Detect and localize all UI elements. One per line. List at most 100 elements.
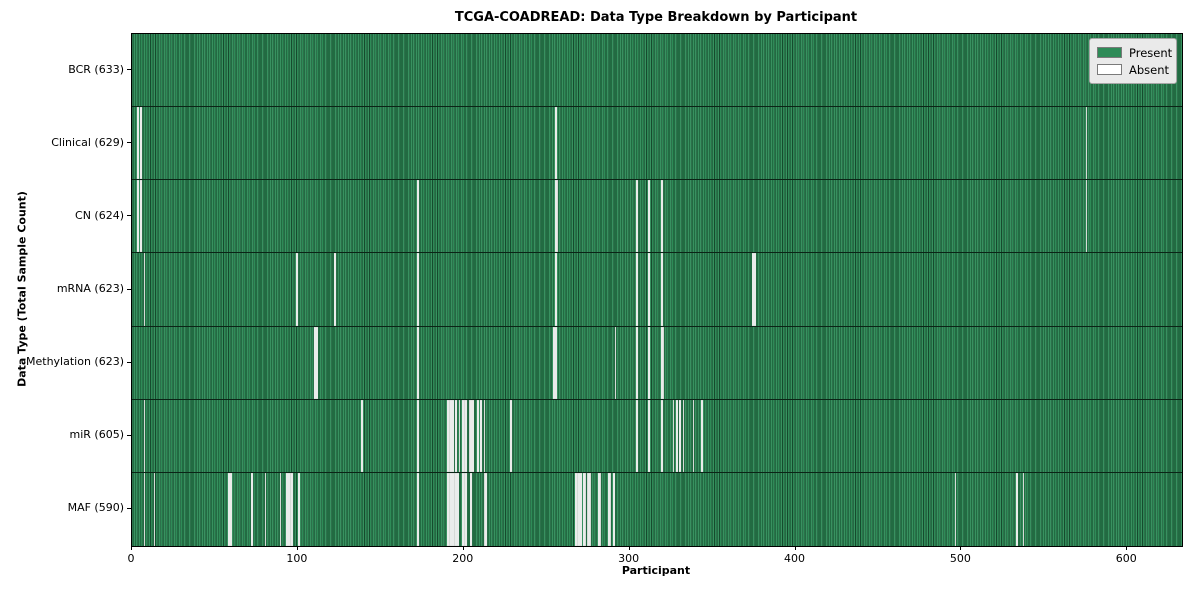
absent-mark xyxy=(578,472,580,546)
absent-mark xyxy=(579,472,582,546)
absent-mark xyxy=(136,180,139,253)
y-tick-mark xyxy=(127,288,131,290)
x-tick-mark xyxy=(131,546,132,550)
absent-mark xyxy=(279,472,282,546)
absent-mark xyxy=(457,472,459,546)
data-row-clinical xyxy=(132,107,1182,181)
absent-mark xyxy=(448,472,451,546)
absent-mark xyxy=(463,399,466,472)
absent-mark xyxy=(297,472,300,546)
absent-mark xyxy=(143,399,146,472)
x-tick-mark xyxy=(960,546,962,550)
absent-mark xyxy=(462,399,464,472)
absent-mark xyxy=(136,107,139,180)
absent-mark xyxy=(334,253,337,326)
absent-mark xyxy=(143,253,146,326)
data-row-bcr xyxy=(132,34,1182,108)
x-tick-label: 0 xyxy=(127,552,135,565)
absent-mark xyxy=(455,472,458,546)
absent-mark xyxy=(463,472,466,546)
absent-mark xyxy=(417,326,419,399)
x-tick-label: 300 xyxy=(618,552,640,565)
absent-mark xyxy=(417,472,419,546)
absent-mark xyxy=(647,399,650,472)
absent-mark xyxy=(228,472,230,546)
absent-mark xyxy=(289,472,292,546)
absent-mark xyxy=(598,472,600,546)
x-tick-mark xyxy=(794,546,796,550)
absent-mark xyxy=(468,399,471,472)
absent-mark xyxy=(483,472,486,546)
x-tick-mark xyxy=(296,546,298,550)
absent-swatch-icon xyxy=(1097,64,1122,75)
legend-label-absent: Absent xyxy=(1129,62,1170,77)
absent-mark xyxy=(140,180,142,253)
x-tick-label: 600 xyxy=(1115,552,1137,565)
absent-mark xyxy=(636,399,638,472)
y-tick-label-clinical: Clinical (629) xyxy=(51,135,124,149)
y-tick-label-mir: miR (605) xyxy=(69,428,125,442)
absent-mark xyxy=(661,326,663,399)
y-tick-mark xyxy=(127,507,131,509)
absent-mark xyxy=(554,180,557,253)
y-tick-mark xyxy=(127,69,131,71)
y-tick-label-mrna: mRNA (623) xyxy=(56,282,124,295)
absent-mark xyxy=(448,399,451,472)
absent-mark xyxy=(450,399,453,472)
absent-mark xyxy=(296,253,298,326)
y-tick-label-maf: MAF (590) xyxy=(67,501,124,515)
absent-mark xyxy=(447,399,449,472)
absent-mark xyxy=(483,399,486,472)
absent-mark xyxy=(417,180,419,253)
absent-mark xyxy=(286,472,288,546)
absent-mark xyxy=(360,399,363,472)
absent-mark xyxy=(682,399,685,472)
absent-mark xyxy=(599,472,602,546)
absent-mark xyxy=(614,326,617,399)
absent-mark xyxy=(554,107,557,180)
x-tick-mark xyxy=(462,546,464,550)
absent-mark xyxy=(140,107,142,180)
y-tick-label-methylation: Methylation (623) xyxy=(26,355,124,369)
absent-mark xyxy=(417,253,419,326)
absent-mark xyxy=(584,472,587,546)
legend: Present Absent xyxy=(1089,38,1177,84)
absent-mark xyxy=(287,472,290,546)
x-tick-label: 100 xyxy=(286,552,308,565)
present-swatch-icon xyxy=(1097,47,1122,58)
absent-mark xyxy=(609,472,612,546)
absent-mark xyxy=(229,472,232,546)
absent-mark xyxy=(480,399,482,472)
absent-mark xyxy=(472,399,474,472)
absent-mark xyxy=(661,399,663,472)
x-tick-label: 500 xyxy=(949,552,971,565)
absent-mark xyxy=(556,180,559,253)
absent-mark xyxy=(251,472,254,546)
absent-mark xyxy=(470,472,473,546)
absent-mark xyxy=(462,472,464,546)
absent-mark xyxy=(465,472,468,546)
absent-mark xyxy=(954,472,957,546)
absent-mark xyxy=(661,253,663,326)
absent-mark xyxy=(470,399,473,472)
absent-mark xyxy=(458,399,461,472)
absent-mark xyxy=(554,253,557,326)
y-tick-mark xyxy=(127,142,131,144)
absent-mark xyxy=(477,399,479,472)
x-axis-title: Participant xyxy=(621,564,691,577)
absent-mark xyxy=(485,472,487,546)
absent-mark xyxy=(453,472,456,546)
absent-mark xyxy=(647,180,650,253)
absent-mark xyxy=(676,399,678,472)
data-row-mrna xyxy=(132,253,1182,327)
absent-mark xyxy=(1085,107,1088,180)
absent-mark xyxy=(452,472,454,546)
chart-title: TCGA-COADREAD: Data Type Breakdown by Pa… xyxy=(454,10,858,25)
absent-mark xyxy=(672,399,675,472)
absent-mark xyxy=(1016,472,1018,546)
absent-mark xyxy=(1022,472,1025,546)
absent-mark xyxy=(647,326,650,399)
absent-mark xyxy=(588,472,590,546)
data-row-maf xyxy=(132,472,1182,546)
absent-mark xyxy=(636,253,638,326)
